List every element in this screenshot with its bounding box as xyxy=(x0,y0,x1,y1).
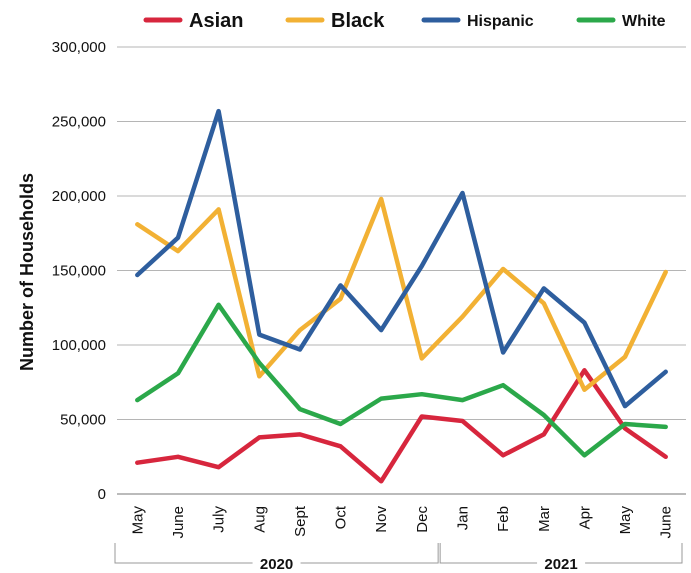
x-tick-label: July xyxy=(211,506,228,533)
series-lines xyxy=(135,108,668,484)
y-tick-label: 300,000 xyxy=(52,39,106,56)
y-axis-title: Number of Households xyxy=(17,173,37,371)
x-tick-label: Jan xyxy=(454,506,471,530)
x-tick-label: June xyxy=(658,506,675,539)
x-tick-label: May xyxy=(617,506,634,535)
x-tick-label: Feb xyxy=(495,506,512,532)
y-tick-label: 0 xyxy=(98,486,106,503)
year-label: 2021 xyxy=(544,556,577,573)
x-tick-label: Mar xyxy=(536,506,553,532)
x-tick-label: Dec xyxy=(414,506,431,533)
y-tick-label: 250,000 xyxy=(52,114,106,131)
series-line-black xyxy=(135,196,668,392)
legend-label: Asian xyxy=(189,10,243,32)
series-line-asian xyxy=(135,368,668,484)
y-tick-label: 50,000 xyxy=(60,412,106,429)
series-line-hispanic xyxy=(135,108,668,409)
x-tick-label: Oct xyxy=(333,505,350,529)
year-label-background xyxy=(537,553,586,573)
legend: Asian Black Hispanic White xyxy=(143,10,666,32)
x-tick-label: June xyxy=(170,506,187,539)
year-label-background xyxy=(252,553,301,573)
legend-label: Black xyxy=(331,10,385,32)
y-axis: 0 50,000 100,000 150,000 200,000 250,000 300,0… xyxy=(52,39,106,503)
x-tick-label: Nov xyxy=(373,506,390,533)
year-label: 2020 xyxy=(260,556,293,573)
x-tick-label: May xyxy=(129,506,146,535)
x-tick-label: Sept xyxy=(292,505,309,537)
legend-label: White xyxy=(622,13,666,30)
grid-lines xyxy=(117,46,686,495)
y-tick-label: 100,000 xyxy=(52,337,106,354)
series-line-white xyxy=(135,302,668,458)
x-tick-label: Aug xyxy=(251,506,268,533)
x-axis: May June July Aug Sept Oct Nov Dec Jan Feb Mar Apr M… xyxy=(114,505,683,573)
y-tick-label: 200,000 xyxy=(52,188,106,205)
x-tick-label: Apr xyxy=(576,506,593,529)
legend-label: Hispanic xyxy=(467,13,534,30)
y-tick-label: 150,000 xyxy=(52,263,106,280)
